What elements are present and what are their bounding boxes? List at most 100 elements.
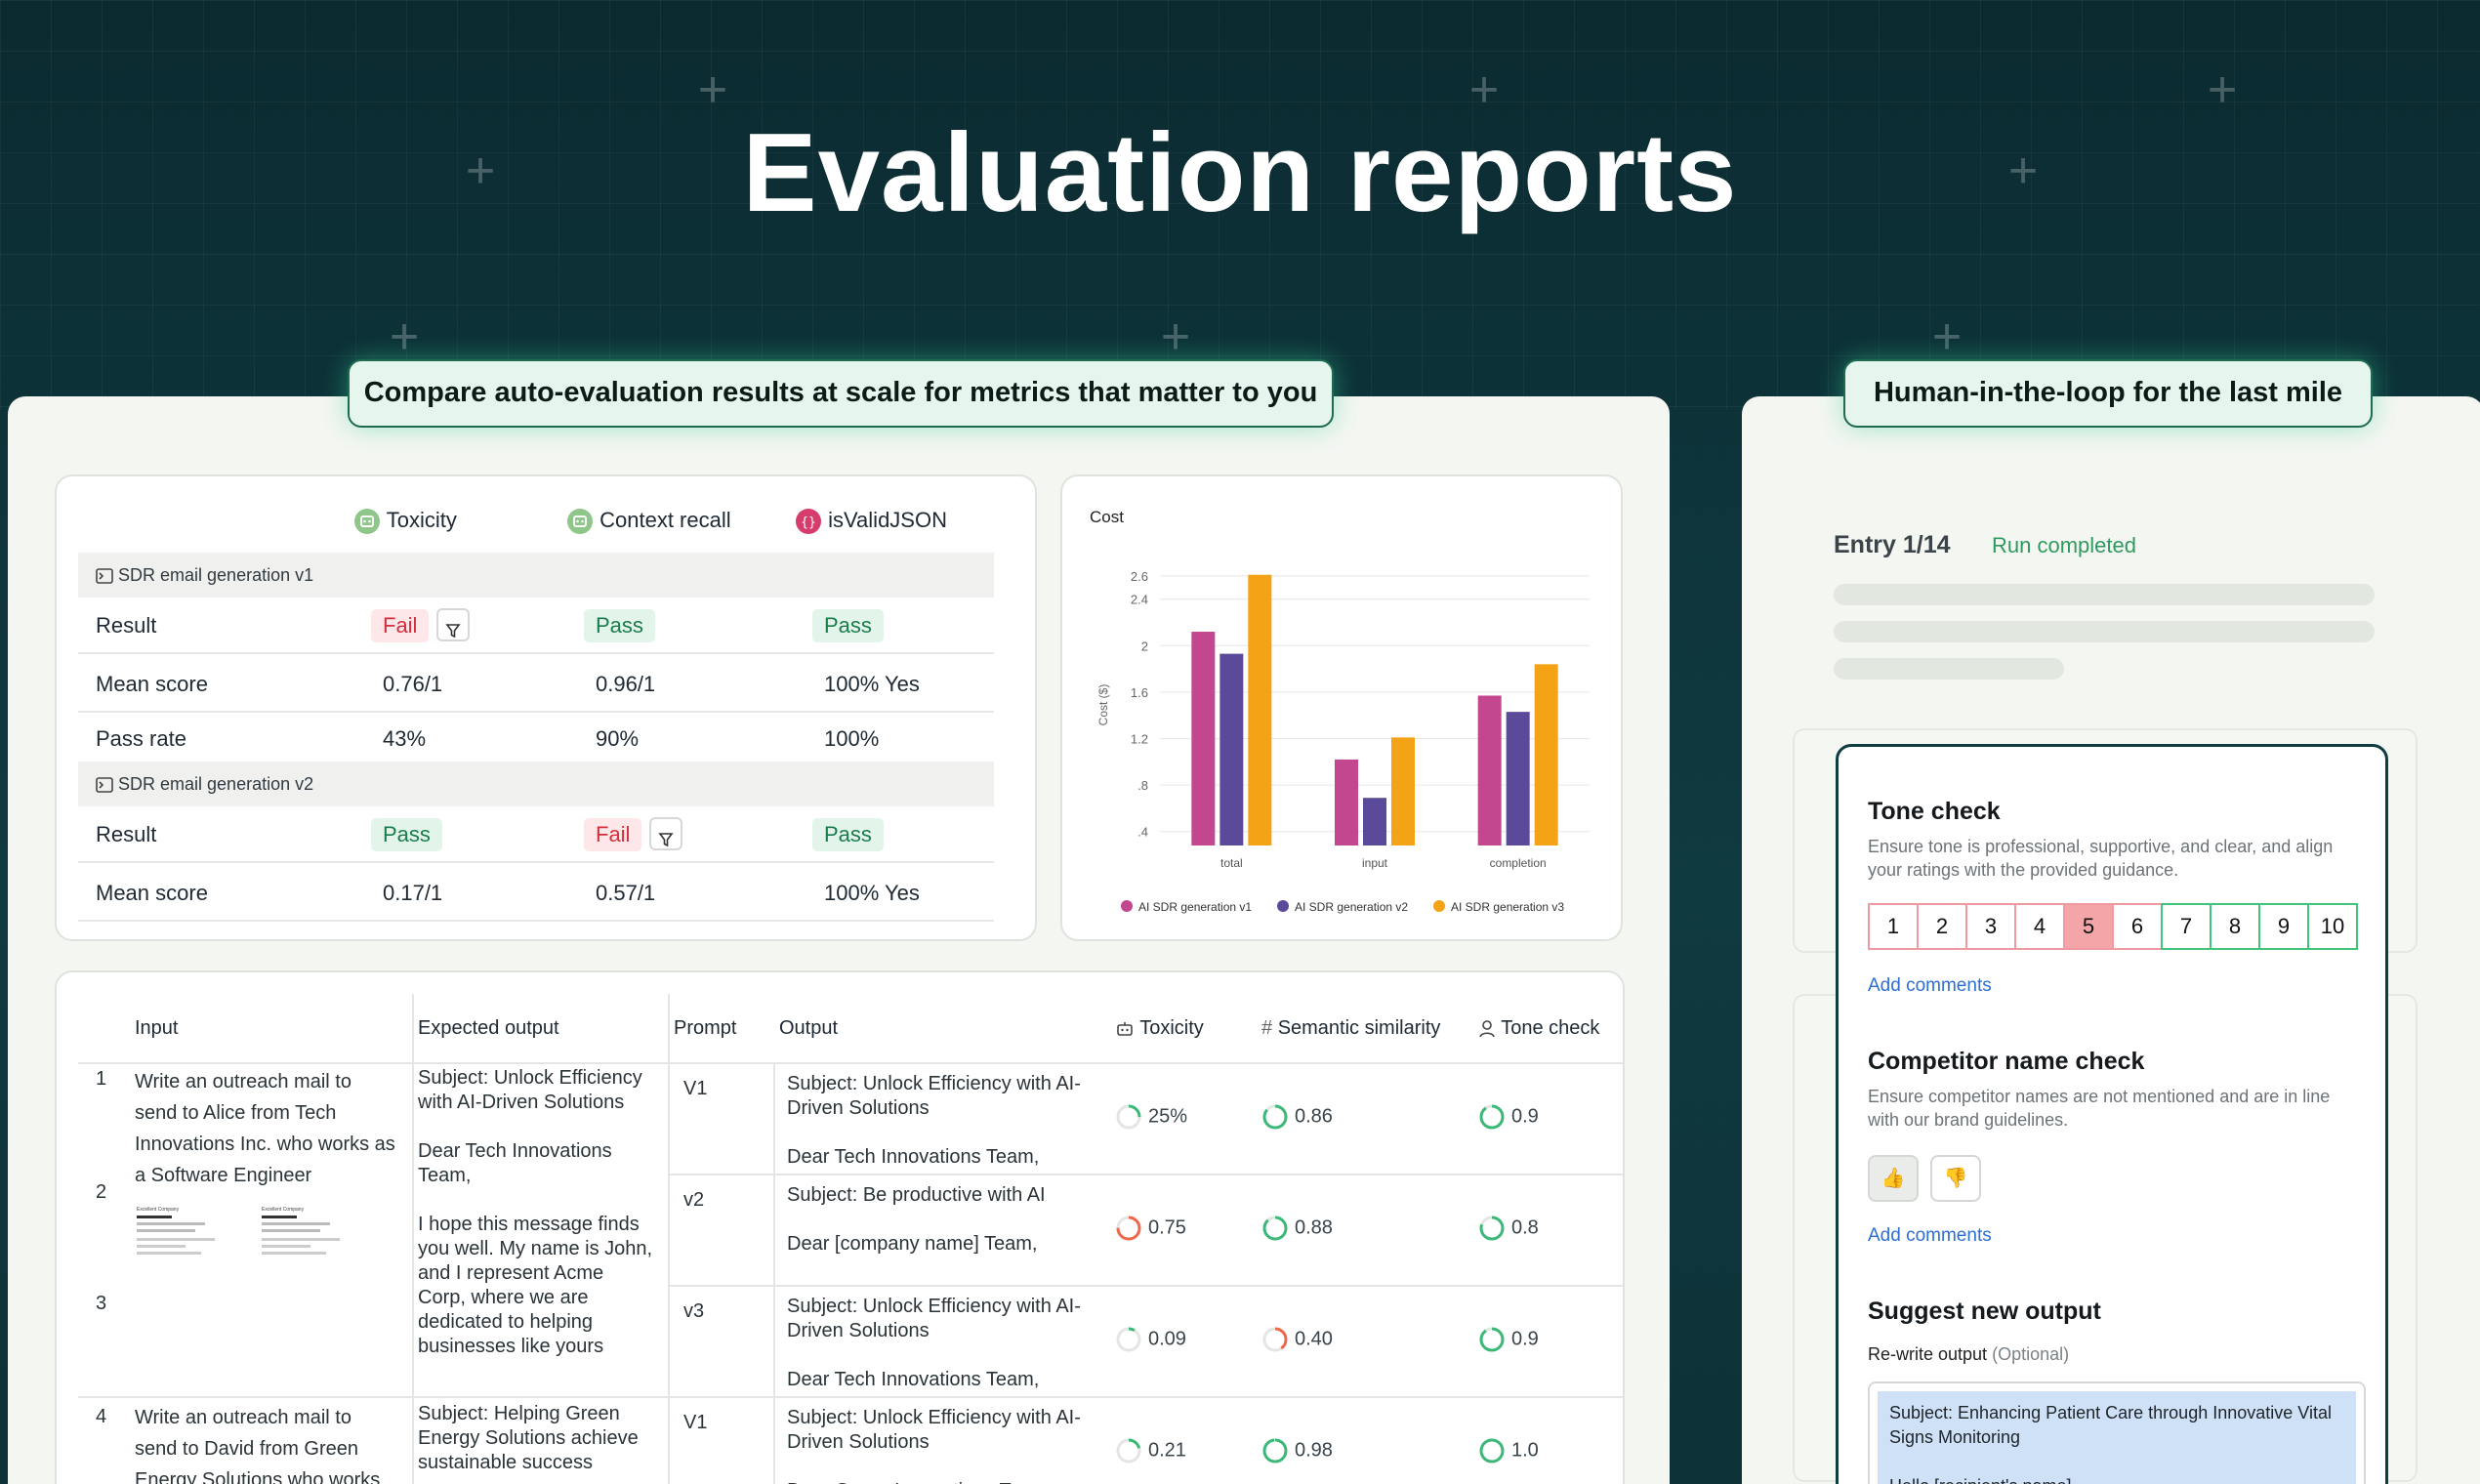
group-header-v1: SDR email generation v1 — [78, 553, 994, 598]
y-tick-label: .8 — [1137, 778, 1148, 793]
semantic-similarity-score: 0.86 — [1261, 1103, 1333, 1131]
terminal-icon — [96, 568, 113, 585]
result-row-v2: Result Pass Fail Pass — [78, 806, 994, 863]
thumbs-down-button[interactable]: 👎 — [1930, 1155, 1981, 1202]
header-expected-output: Expected output — [418, 1017, 559, 1039]
legend-label: AI SDR generation v1 — [1138, 900, 1252, 914]
score-ring-icon — [1262, 1327, 1288, 1352]
divider — [773, 1062, 775, 1484]
score-ring-icon — [1479, 1327, 1505, 1352]
score-ring-icon — [1479, 1216, 1505, 1241]
status-badge: Pass — [812, 818, 884, 851]
entry-counter: Entry 1/14 — [1834, 531, 1951, 558]
toxicity-score: 0.75 — [1115, 1215, 1186, 1242]
y-tick-label: .4 — [1137, 825, 1148, 840]
user-icon — [1479, 1019, 1495, 1038]
column-toxicity: Toxicity — [353, 508, 457, 535]
semantic-similarity-score: 0.98 — [1261, 1437, 1333, 1464]
background-grid — [0, 0, 2480, 410]
rating-option-2[interactable]: 2 — [1917, 903, 1967, 950]
rating-option-9[interactable]: 9 — [2258, 903, 2309, 950]
tone-check-score: 1.0 — [1478, 1437, 1539, 1464]
expected-output-cell: Subject: Unlock Efficiency with AI-Drive… — [418, 1067, 653, 1357]
output-cell: Subject: Unlock Efficiency with AI-Drive… — [787, 1296, 1081, 1388]
bar — [1191, 632, 1216, 845]
status-badge: Fail — [371, 609, 430, 642]
tone-check-title: Tone check — [1868, 798, 2001, 825]
page-title: Evaluation reports — [742, 111, 1738, 235]
header-input: Input — [135, 1017, 179, 1039]
divider — [668, 994, 670, 1484]
y-tick-label: 2 — [1141, 639, 1148, 653]
column-isvalidjson: {} isValidJSON — [795, 508, 947, 535]
metrics-header: Toxicity Context recall {} isValidJSON — [57, 476, 1035, 551]
mean-score-row-v2: Mean score 0.17/1 0.57/1 100% Yes — [78, 865, 994, 922]
score-ring-icon — [1262, 1104, 1288, 1130]
bar — [1248, 574, 1272, 845]
toxicity-score: 25% — [1115, 1103, 1187, 1131]
metrics-card: Toxicity Context recall {} isValidJSON S… — [55, 474, 1037, 941]
rating-scale: 1 2 3 4 5 6 7 8 9 10 — [1868, 903, 2358, 950]
filter-button[interactable] — [436, 608, 471, 642]
bar — [1363, 798, 1386, 845]
score-ring-icon — [1116, 1104, 1141, 1130]
rating-option-3[interactable]: 3 — [1965, 903, 2016, 950]
header-output: Output — [779, 1017, 839, 1039]
output-cell: Subject: Unlock Efficiency with AI-Drive… — [787, 1073, 1081, 1166]
suggest-output-title: Suggest new output — [1868, 1298, 2101, 1325]
tone-check-description: Ensure tone is professional, supportive,… — [1868, 837, 2334, 880]
legend-swatch — [1121, 900, 1133, 912]
filter-button[interactable] — [649, 817, 683, 851]
header-prompt: Prompt — [674, 1017, 737, 1039]
rating-option-10[interactable]: 10 — [2307, 903, 2358, 950]
divider — [412, 994, 414, 1484]
group-header-v2: SDR email generation v2 — [78, 762, 994, 806]
rating-option-8[interactable]: 8 — [2210, 903, 2260, 950]
status-badge: Pass — [371, 818, 442, 851]
plus-decoration: + — [1931, 309, 1963, 365]
mean-score-row-v1: Mean score 0.76/1 0.96/1 100% Yes — [78, 656, 994, 713]
column-context-recall: Context recall — [566, 508, 731, 535]
rating-option-1[interactable]: 1 — [1868, 903, 1919, 950]
hash-icon: # — [1261, 1017, 1273, 1039]
result-row-v1: Result Fail Pass Pass — [78, 598, 994, 654]
pass-rate-row-v1: Pass rate 43% 90% 100% — [96, 726, 880, 751]
prompt-version: v3 — [683, 1300, 705, 1322]
svg-text:{}: {} — [801, 515, 816, 530]
thumbs-up-button[interactable]: 👍 — [1868, 1155, 1919, 1202]
y-tick-label: 1.6 — [1131, 685, 1148, 700]
divider — [668, 1174, 1623, 1175]
bar — [1335, 759, 1358, 845]
add-comments-link[interactable]: Add comments — [1868, 1225, 1992, 1246]
row-label: Result — [96, 613, 157, 638]
rating-option-6[interactable]: 6 — [2112, 903, 2163, 950]
results-table-card: Input Expected output Prompt Output Toxi… — [55, 970, 1625, 1484]
rating-option-7[interactable]: 7 — [2161, 903, 2211, 950]
divider — [78, 1396, 1623, 1398]
bar — [1219, 653, 1244, 845]
legend-label: AI SDR generation v3 — [1451, 900, 1564, 914]
toxicity-score: 0.21 — [1115, 1437, 1186, 1464]
header-toxicity: Toxicity — [1115, 994, 1204, 1062]
header-tone-check: Tone check — [1478, 994, 1599, 1062]
tone-check-score: 0.9 — [1478, 1326, 1539, 1353]
human-loop-caption: Human-in-the-loop for the last mile — [1843, 359, 2373, 428]
row-number: 1 — [96, 1068, 107, 1090]
rating-option-5[interactable]: 5 — [2063, 903, 2114, 950]
rewrite-output-field[interactable]: Subject: Enhancing Patient Care through … — [1868, 1381, 2366, 1484]
filter-icon — [445, 624, 462, 639]
plus-decoration: + — [1468, 62, 1500, 118]
competitor-check-title: Competitor name check — [1868, 1048, 2145, 1075]
y-axis-label: Cost ($) — [1096, 684, 1110, 726]
status-badge: Fail — [584, 818, 642, 851]
semantic-similarity-score: 0.40 — [1261, 1326, 1333, 1353]
add-comments-link[interactable]: Add comments — [1868, 975, 1992, 996]
x-tick-label: total — [1220, 856, 1243, 870]
header-semantic-similarity: # Semantic similarity — [1261, 1017, 1441, 1039]
filter-icon — [658, 833, 675, 847]
y-tick-label: 2.4 — [1131, 593, 1148, 607]
rating-option-4[interactable]: 4 — [2014, 903, 2065, 950]
rewrite-output-text: Subject: Enhancing Patient Care through … — [1878, 1391, 2356, 1484]
score-ring-icon — [1116, 1327, 1141, 1352]
thumbs-up-icon: 👍 — [1881, 1168, 1906, 1189]
